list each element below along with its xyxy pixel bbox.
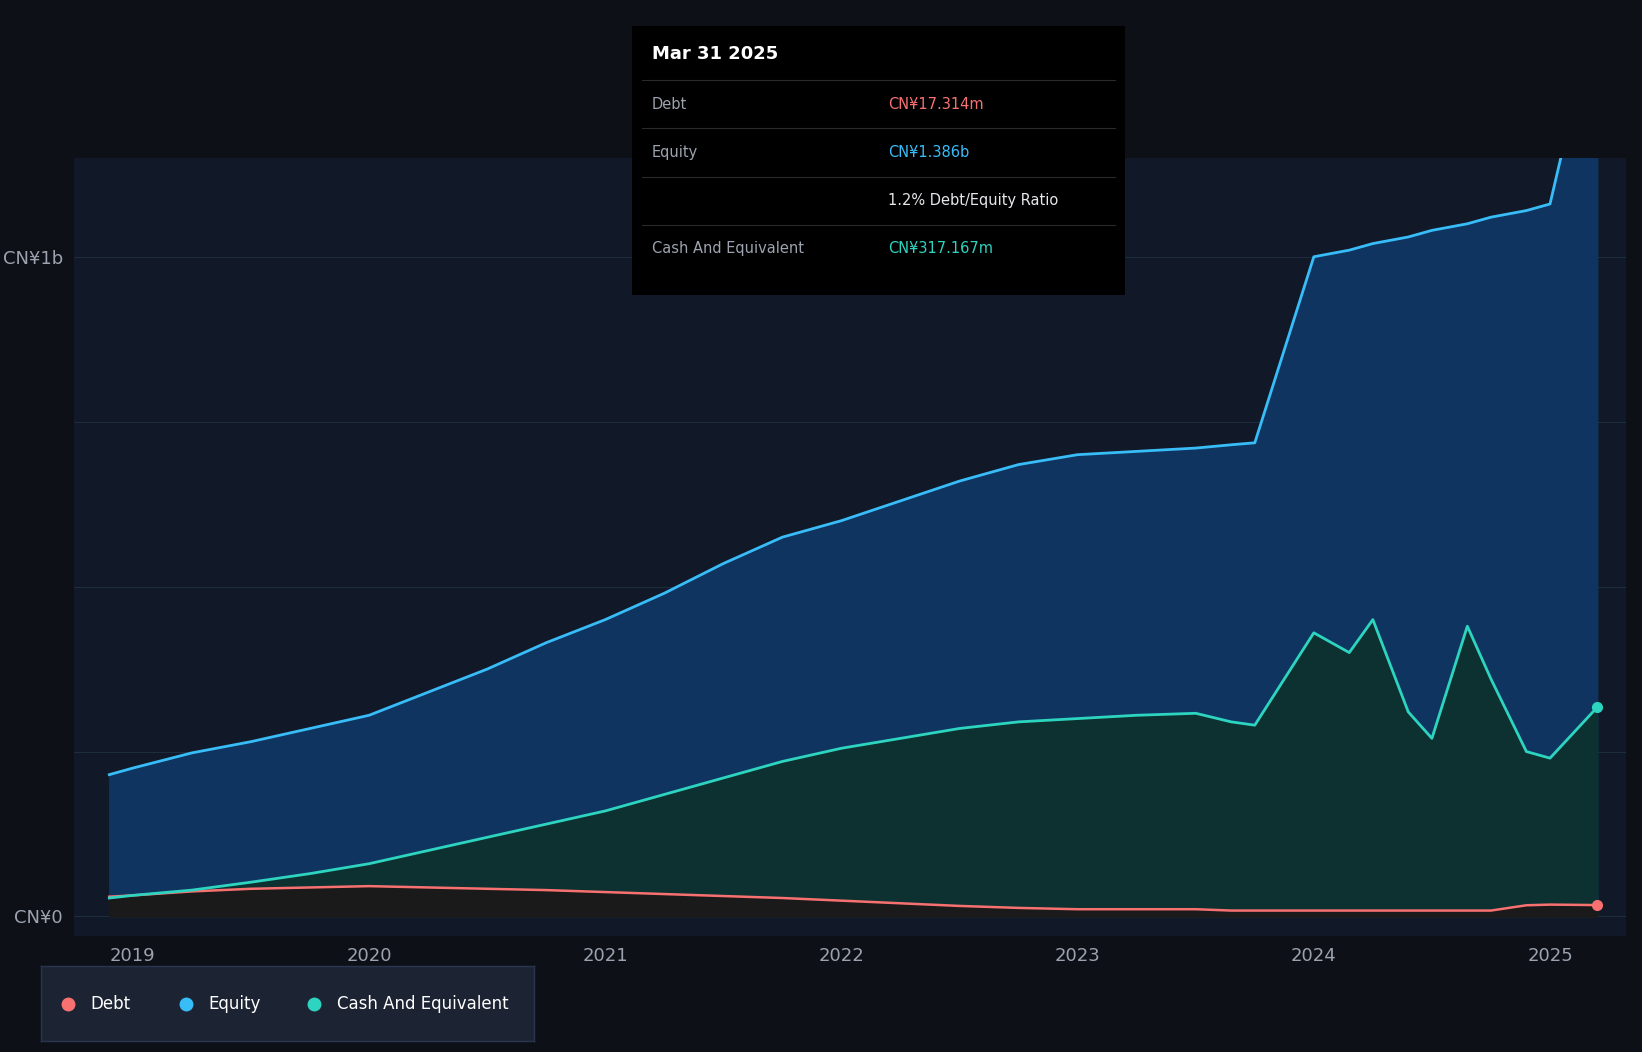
Text: CN¥317.167m: CN¥317.167m	[888, 242, 993, 257]
Text: 1.2% Debt/Equity Ratio: 1.2% Debt/Equity Ratio	[888, 194, 1059, 208]
Text: CN¥17.314m: CN¥17.314m	[888, 97, 984, 112]
Text: Debt: Debt	[90, 994, 130, 1013]
Text: Cash And Equivalent: Cash And Equivalent	[652, 242, 805, 257]
Text: Cash And Equivalent: Cash And Equivalent	[337, 994, 509, 1013]
Text: CN¥1.386b: CN¥1.386b	[888, 145, 969, 160]
Text: Equity: Equity	[652, 145, 698, 160]
Text: Debt: Debt	[652, 97, 686, 112]
Text: Mar 31 2025: Mar 31 2025	[652, 45, 778, 63]
Text: Equity: Equity	[209, 994, 261, 1013]
